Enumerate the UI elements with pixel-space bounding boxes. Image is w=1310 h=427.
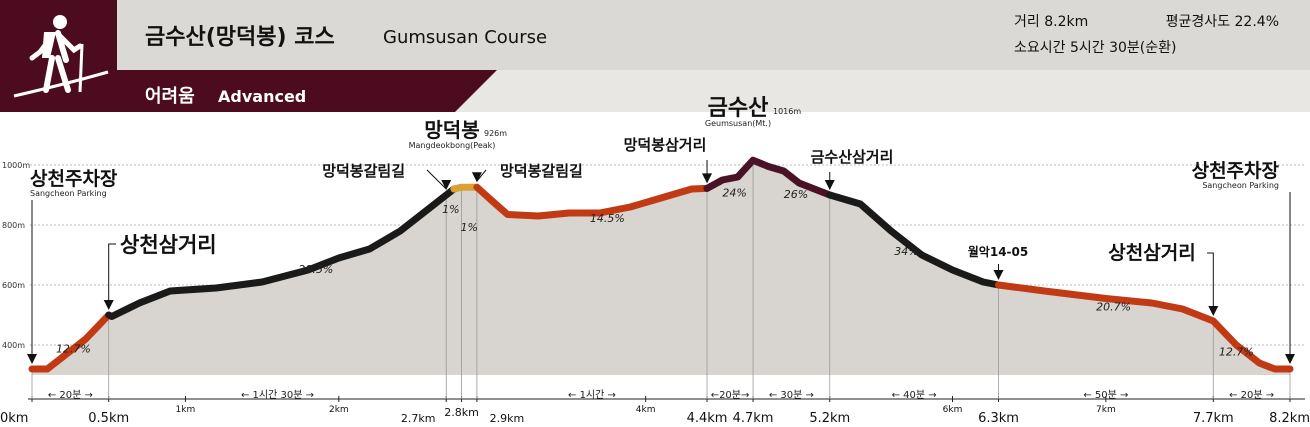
x-tick-label: 2.7km	[401, 412, 436, 425]
header-background	[0, 0, 1310, 70]
duration-label: ← 20분 →	[48, 389, 93, 401]
slope-label: 1%	[442, 203, 459, 216]
banner-dark	[0, 0, 497, 112]
y-tick-label: 800m	[2, 221, 25, 230]
trail-segment	[473, 183, 711, 220]
landmark-name: 금수산삼거리	[811, 148, 894, 166]
slope-label: 20.7%	[1096, 301, 1131, 314]
x-tick-label: 1km	[176, 405, 196, 415]
landmark-leader	[1207, 252, 1214, 309]
landmark-elevation: 1016m	[773, 107, 801, 116]
landmark-dropline-layer	[31, 160, 1291, 399]
duration-label: ← 40분 →	[892, 389, 937, 401]
x-tick-label: 2km	[329, 405, 349, 415]
slope-label: 26%	[784, 188, 808, 201]
landmark-arrow-icon	[471, 172, 482, 183]
distance-text: 거리 8.2km	[1014, 14, 1088, 30]
x-tick-label: 4.7km	[733, 411, 774, 426]
slope-label: 12.7%	[56, 343, 91, 356]
level-en: Advanced	[218, 87, 306, 106]
slope-label: 12.7%	[1219, 346, 1254, 359]
x-tick-label: 0km	[0, 411, 28, 426]
avg-slope-text: 평균경사도 22.4%	[1166, 14, 1279, 30]
x-tick-label: 6.3km	[978, 411, 1019, 426]
trail-segment	[105, 185, 458, 320]
landmark-arrow-icon	[702, 173, 713, 184]
x-tick-label: 4.4km	[687, 411, 728, 426]
landmark-arrow-icon	[1208, 306, 1219, 316]
duration-text: 소요시간 5시간 30분(순환)	[1014, 40, 1176, 56]
chart-label-layer: 12.7% 28.5% 1%1% 14.5% 24% 26% 34% 20.7% 12.7% 상천…	[27, 96, 1295, 364]
duration-label: ← 30분 →	[769, 389, 814, 401]
y-tick-label: 600m	[2, 281, 25, 290]
landmark-arrow-icon	[824, 180, 835, 190]
x-tick-label: 7.7km	[1193, 411, 1234, 426]
trail-segment-layer	[28, 156, 1294, 373]
landmark-subtitle: Geumsusan(Mt.)	[705, 119, 771, 128]
title-en: Gumsusan Course	[383, 27, 547, 48]
landmark-subtitle: Sangcheon Parking	[1202, 181, 1279, 190]
landmark-name: 망덕봉갈림길	[500, 162, 583, 180]
duration-label: ← 1시간 30분 →	[241, 389, 314, 401]
landmark-leader	[476, 169, 487, 182]
trail-segment	[703, 156, 834, 199]
slope-label: 34%	[894, 245, 918, 258]
slope-label: 1%	[461, 221, 478, 234]
duration-label: ← 1시간 →	[568, 389, 616, 401]
x-tick-label: 8.2km	[1269, 411, 1310, 426]
landmark-subtitle: Mangdeokbong(Peak)	[409, 141, 496, 150]
x-tick-label: 5.2km	[809, 411, 850, 426]
hiker-icon	[13, 15, 109, 98]
landmark-name: 월악14-05	[968, 244, 1028, 259]
trail-segment	[826, 191, 1002, 289]
landmark-arrow-icon	[27, 354, 37, 364]
landmark-arrow-icon	[441, 180, 452, 190]
landmark-name: 망덕봉	[424, 118, 479, 142]
y-tick-label: 1000m	[2, 161, 30, 170]
duration-label: ← 50분 →	[1083, 389, 1128, 401]
landmark-name: 상천주차장	[1192, 160, 1280, 182]
title-ko: 금수산(망덕봉) 코스	[145, 25, 335, 50]
trail-segment	[995, 281, 1294, 373]
landmark-name: 망덕봉삼거리	[624, 136, 707, 154]
trail-segment	[450, 183, 481, 193]
y-tick-label: 400m	[2, 341, 25, 350]
landmark-arrow-icon	[1285, 354, 1295, 364]
landmark-name: 상천주차장	[30, 168, 118, 190]
landmark-leader	[108, 243, 116, 303]
duration-label: ← 20분 →	[1229, 389, 1274, 401]
slope-label: 14.5%	[590, 212, 625, 225]
landmark-subtitle: Sangcheon Parking	[30, 189, 107, 198]
level-ko: 어려움	[145, 86, 195, 107]
x-tick-label: 4km	[636, 405, 656, 415]
landmark-leader	[426, 169, 447, 190]
x-tick-label: 2.8km	[444, 406, 479, 419]
x-tick-label: 7km	[1096, 405, 1116, 415]
slope-label: 28.5%	[298, 263, 333, 276]
landmark-name: 금수산	[708, 96, 769, 121]
x-tick-label: 6km	[943, 405, 963, 415]
landmark-arrow-icon	[993, 270, 1004, 280]
slope-label: 24%	[722, 187, 746, 200]
landmark-name: 망덕봉갈림길	[322, 162, 405, 180]
landmark-arrow-icon	[103, 300, 114, 310]
trail-segment	[28, 311, 113, 373]
x-tick-label: 2.9km	[490, 412, 525, 425]
x-tick-label: 0.5km	[88, 411, 129, 426]
landmark-name: 상천삼거리	[120, 233, 217, 257]
landmark-name: 상천삼거리	[1108, 242, 1195, 264]
profile-area	[32, 160, 1290, 375]
landmark-elevation: 926m	[484, 129, 507, 138]
duration-label: ←20분→	[711, 389, 750, 401]
